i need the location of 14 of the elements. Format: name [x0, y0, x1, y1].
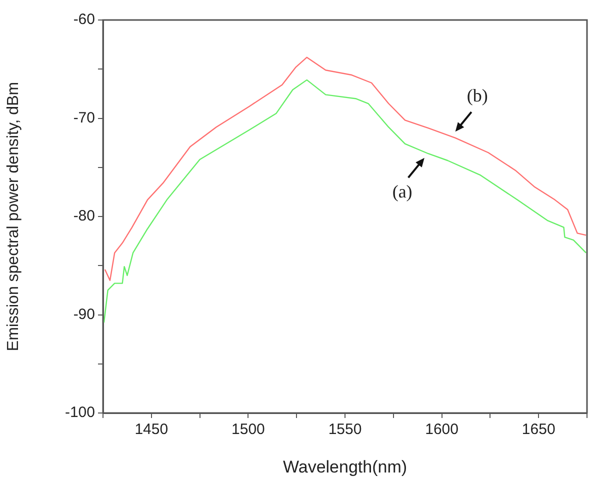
- y-tick-label: -60: [73, 11, 95, 28]
- y-tick-label: -70: [73, 109, 95, 126]
- y-tick-label: -80: [73, 208, 95, 225]
- annotation: (a): [392, 181, 412, 202]
- x-tick-label: 1450: [134, 421, 168, 438]
- x-axis-title: Wavelength(nm): [282, 457, 408, 476]
- annotation: (b): [466, 86, 488, 106]
- y-tick-label: -100: [64, 404, 95, 422]
- y-axis-title: Emission spectral power density, dBm: [5, 82, 22, 352]
- y-tick-label: -90: [73, 306, 95, 323]
- x-tick-label: 1550: [328, 421, 362, 438]
- x-tick-label: 1500: [232, 421, 265, 438]
- x-tick-label: 1600: [425, 421, 458, 438]
- x-tick-label: 1650: [522, 421, 556, 438]
